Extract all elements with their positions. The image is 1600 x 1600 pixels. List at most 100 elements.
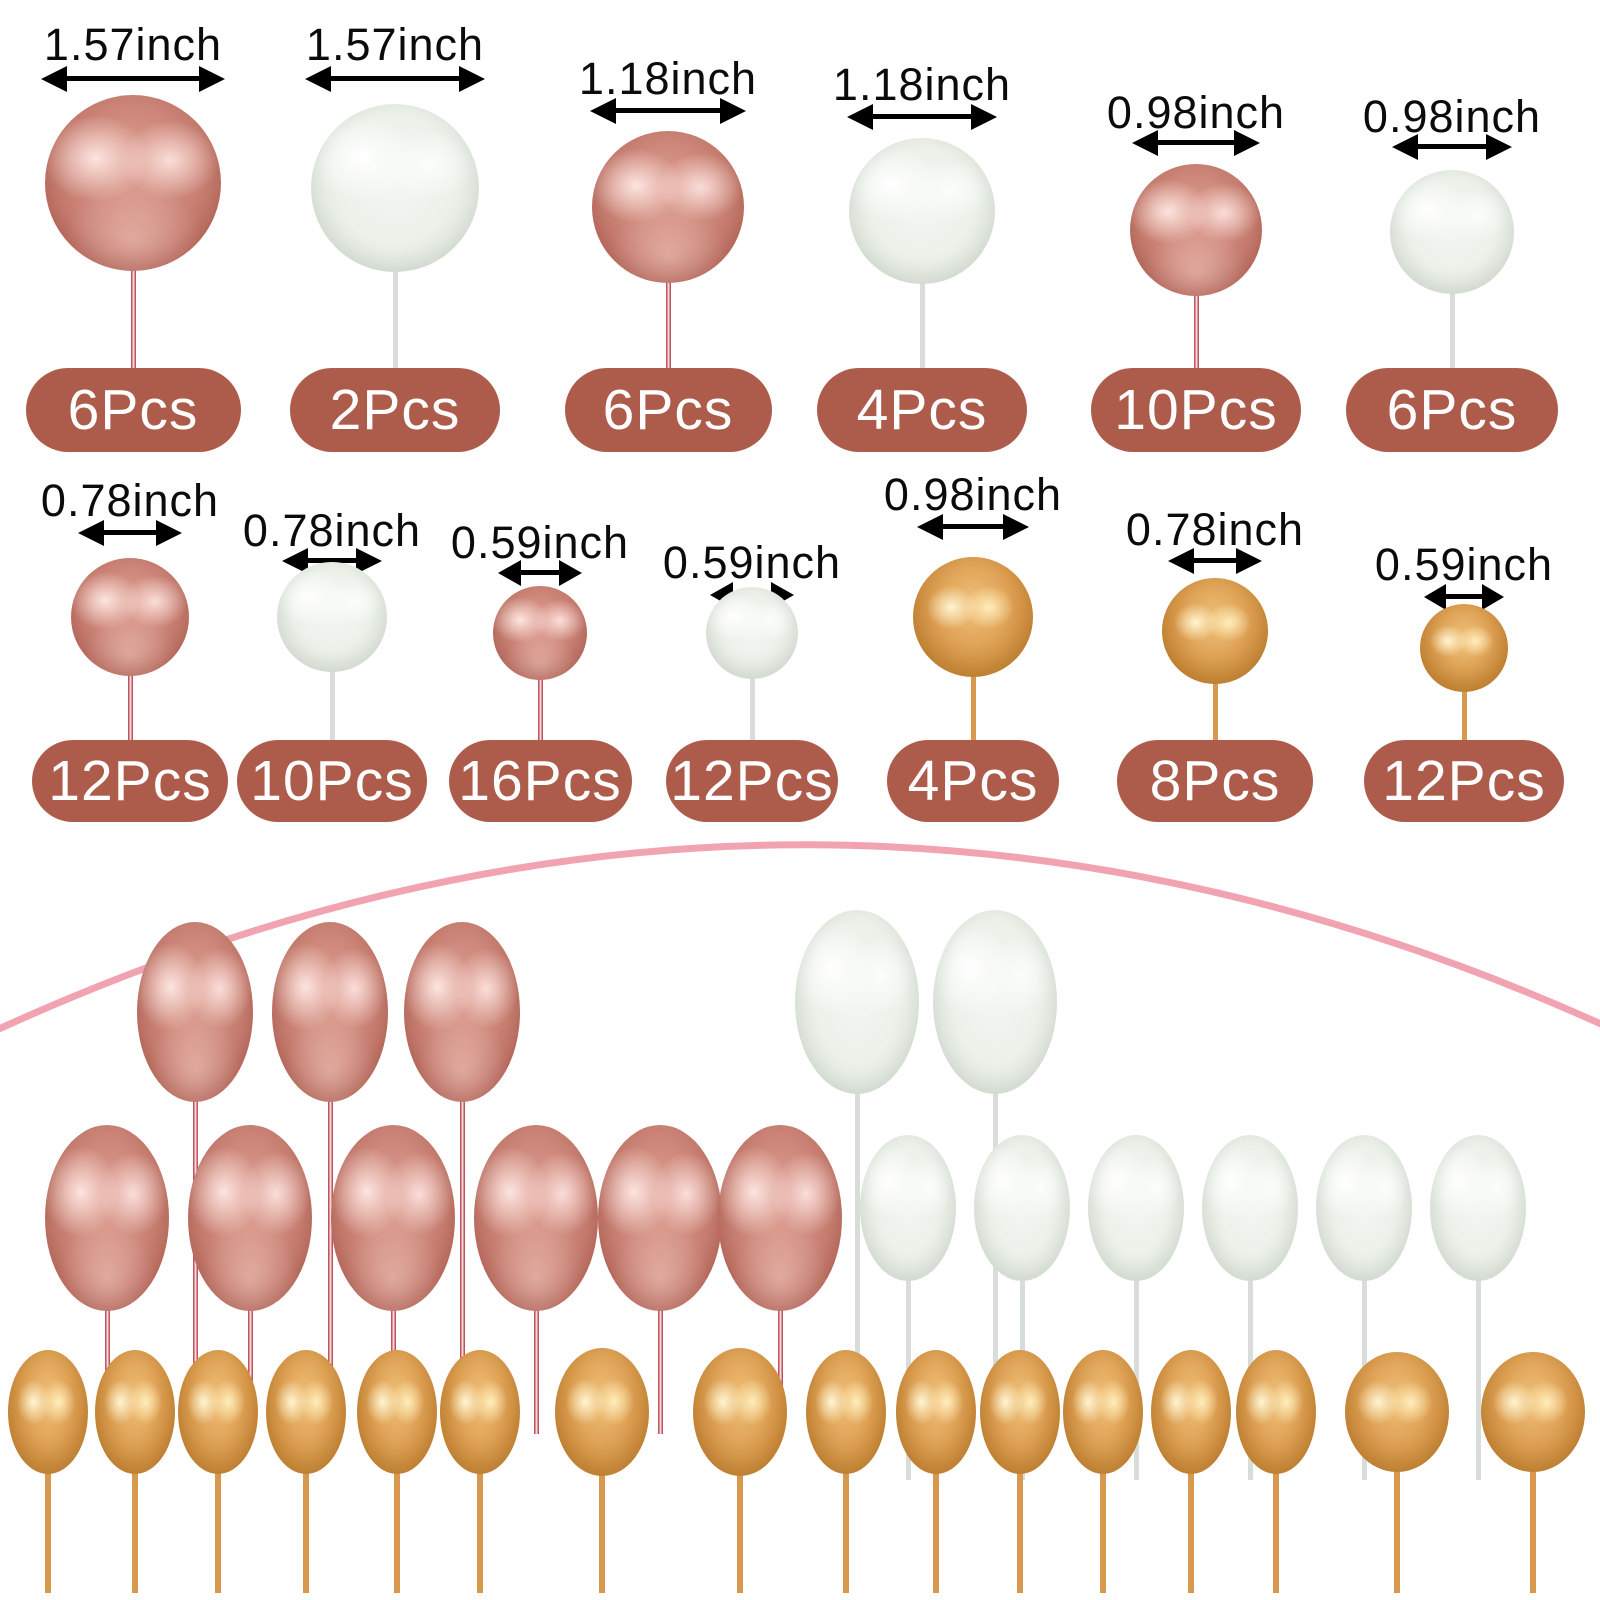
ball-pink xyxy=(493,586,587,680)
width-arrow xyxy=(1392,134,1512,160)
width-arrow xyxy=(1168,548,1262,574)
ball-gold xyxy=(8,1350,88,1474)
ball-pink xyxy=(718,1125,842,1311)
arrow-head-left xyxy=(847,104,873,130)
arrow-head-right xyxy=(1234,130,1260,156)
ball-stick xyxy=(128,668,133,750)
size-label: 0.59inch xyxy=(1374,539,1554,590)
count-badge: 4Pcs xyxy=(887,740,1059,822)
ball-stick xyxy=(971,669,976,750)
arrow-head-right xyxy=(1482,584,1504,610)
ball-stick xyxy=(330,664,335,750)
ball-pink xyxy=(45,1125,169,1311)
ball-white xyxy=(1202,1135,1298,1281)
ball-pink xyxy=(137,922,253,1102)
ball-stick xyxy=(1134,1273,1139,1480)
arrow-line xyxy=(1440,594,1488,599)
ball-stick xyxy=(1450,286,1455,378)
ball-gold xyxy=(1236,1350,1316,1474)
ball-gold xyxy=(913,557,1033,677)
ball-white xyxy=(706,587,798,679)
arrow-head-right xyxy=(720,98,746,124)
ball-white xyxy=(933,910,1057,1094)
ball-stick xyxy=(477,1466,483,1593)
arrow-head-left xyxy=(41,66,67,92)
size-label: 0.59inch xyxy=(450,517,630,568)
ball-gold xyxy=(266,1350,346,1474)
ball-stick xyxy=(460,1094,465,1390)
ball-pink xyxy=(188,1125,312,1311)
ball-pink xyxy=(331,1125,455,1311)
ball-white xyxy=(1088,1135,1184,1281)
size-label: 0.78inch xyxy=(1125,504,1305,555)
ball-stick xyxy=(1530,1464,1536,1593)
ball-pink xyxy=(598,1125,722,1311)
ball-stick xyxy=(132,1466,138,1593)
width-arrow xyxy=(590,98,746,124)
width-arrow xyxy=(78,520,182,546)
ball-stick xyxy=(920,276,925,378)
ball-stick xyxy=(1394,1464,1400,1593)
ball-stick xyxy=(658,1303,663,1434)
arrow-head-right xyxy=(1003,514,1029,540)
count-badge: 8Pcs xyxy=(1117,740,1313,822)
arrow-line xyxy=(1412,144,1492,149)
count-badge: 12Pcs xyxy=(32,740,228,822)
arrow-line xyxy=(867,114,977,119)
arrow-head-right xyxy=(156,520,182,546)
ball-stick xyxy=(1273,1466,1279,1593)
ball-stick xyxy=(737,1468,743,1593)
ball-gold xyxy=(555,1348,649,1476)
ball-white xyxy=(1430,1135,1526,1281)
arrow-line xyxy=(1152,140,1240,145)
arrow-line xyxy=(98,530,162,535)
ball-stick xyxy=(1462,684,1467,750)
count-badge: 12Pcs xyxy=(1364,740,1564,822)
ball-gold xyxy=(896,1350,976,1474)
size-label: 1.18inch xyxy=(832,59,1012,110)
arrow-line xyxy=(61,76,205,81)
arrow-line xyxy=(610,108,726,113)
ball-white xyxy=(311,104,479,272)
ball-gold xyxy=(1420,604,1508,692)
ball-gold xyxy=(980,1350,1060,1474)
ball-gold xyxy=(1151,1350,1231,1474)
ball-stick xyxy=(394,1466,400,1593)
ball-stick xyxy=(1188,1466,1194,1593)
ball-white xyxy=(849,138,995,284)
arrow-line xyxy=(1188,558,1242,563)
width-arrow xyxy=(41,66,225,92)
ball-stick xyxy=(1476,1273,1481,1480)
ball-stick xyxy=(843,1466,849,1593)
width-arrow xyxy=(1132,130,1260,156)
ball-white xyxy=(795,910,919,1094)
ball-stick xyxy=(248,1303,253,1434)
ball-stick xyxy=(1017,1466,1023,1593)
ball-stick xyxy=(750,671,755,750)
count-badge: 16Pcs xyxy=(448,740,632,822)
ball-stick xyxy=(534,1303,539,1434)
arrow-head-left xyxy=(590,98,616,124)
ball-pink xyxy=(474,1125,598,1311)
ball-stick xyxy=(328,1094,333,1390)
ball-stick xyxy=(855,1086,860,1437)
count-badge: 6Pcs xyxy=(1346,368,1558,452)
arrow-head-left xyxy=(1132,130,1158,156)
ball-white xyxy=(860,1135,956,1281)
width-arrow xyxy=(847,104,997,130)
arrow-head-right xyxy=(559,560,582,586)
arrow-head-left xyxy=(1392,134,1418,160)
ball-gold xyxy=(1162,578,1268,684)
size-label: 0.59inch xyxy=(662,537,842,588)
ball-gold xyxy=(1345,1352,1449,1472)
arrow-head-right xyxy=(199,66,225,92)
size-label: 1.18inch xyxy=(578,53,758,104)
size-label: 0.98inch xyxy=(1362,91,1542,142)
ball-white xyxy=(1316,1135,1412,1281)
arrow-head-left xyxy=(498,560,521,586)
count-badge: 6Pcs xyxy=(25,368,241,452)
size-label: 0.98inch xyxy=(883,469,1063,520)
arrow-head-right xyxy=(1236,548,1262,574)
ball-gold xyxy=(693,1348,787,1476)
ball-stick xyxy=(933,1466,939,1593)
